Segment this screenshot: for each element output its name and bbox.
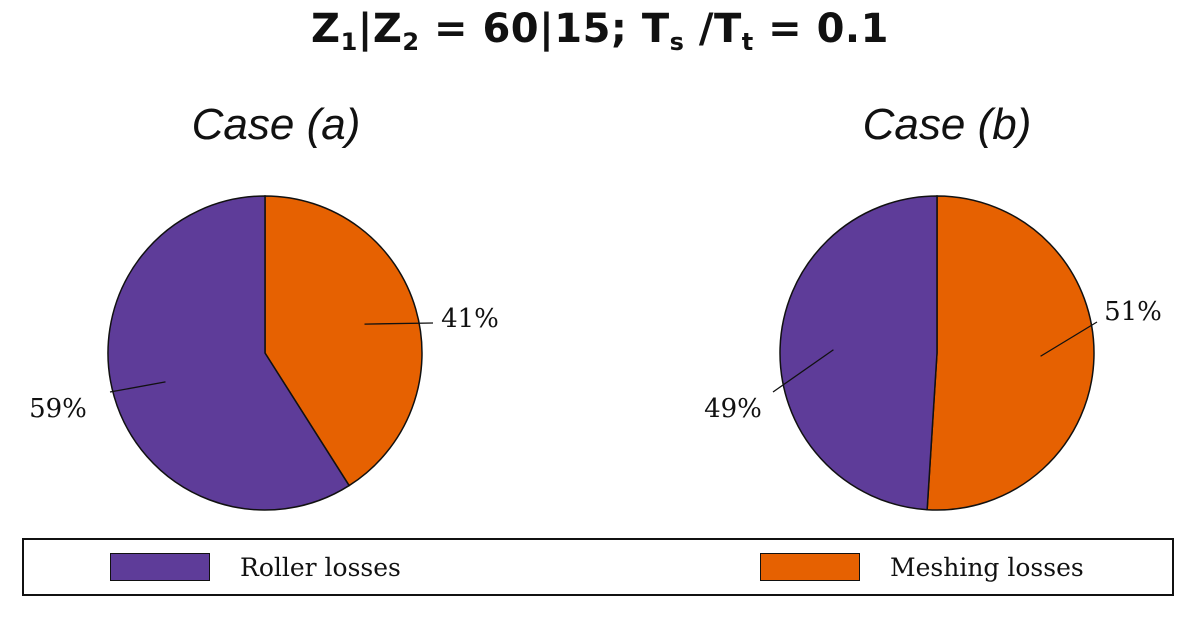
case-a-title: Case (a): [191, 100, 361, 149]
data-label: 41%: [441, 304, 499, 334]
legend-label-roller: Roller losses: [240, 552, 401, 582]
data-label: 49%: [704, 394, 762, 424]
legend-label-meshing: Meshing losses: [890, 552, 1084, 582]
pie-a-slice-meshing: [264, 195, 423, 487]
data-label: 59%: [29, 394, 87, 424]
leader-line: [1040, 321, 1098, 357]
pie-b-slice-roller: [779, 195, 938, 511]
legend: Roller losses Meshing losses: [22, 538, 1174, 596]
legend-swatch-meshing: [760, 553, 860, 581]
leader-line: [364, 322, 434, 325]
legend-item-meshing: Meshing losses: [760, 552, 1084, 582]
case-b-title: Case (b): [862, 100, 1032, 149]
pie-a-slice-roller: [107, 195, 351, 511]
legend-swatch-roller: [110, 553, 210, 581]
leader-line: [109, 381, 166, 393]
pie-b-slice-meshing: [926, 195, 1095, 511]
leader-line: [772, 349, 834, 393]
legend-item-roller: Roller losses: [110, 552, 401, 582]
pie-charts: 41% 59% 51% 49%: [29, 195, 1162, 511]
figure-title: Z1|Z2 = 60|15; Ts /Tt = 0.1: [311, 6, 889, 56]
data-label: 51%: [1104, 297, 1162, 327]
